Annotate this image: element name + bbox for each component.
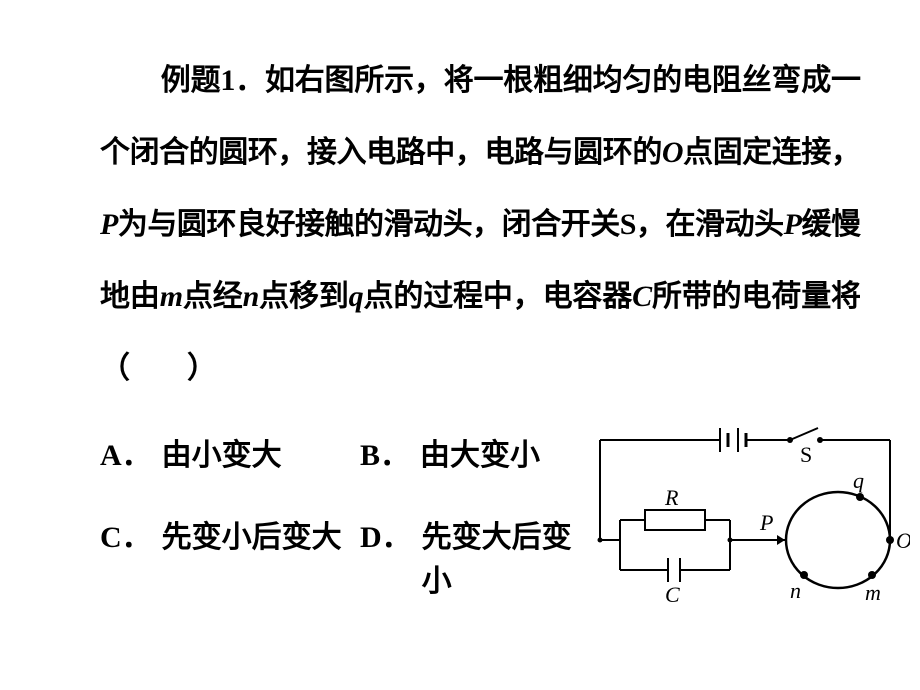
label-m: m bbox=[865, 580, 881, 605]
question-part3: 为与圆环良好接触的滑动头，闭合开关S，在滑动头 bbox=[117, 208, 783, 241]
point-P2: P bbox=[784, 208, 801, 241]
label-P: P bbox=[759, 510, 773, 535]
question-part7: 点的过程中，电容器 bbox=[363, 280, 632, 313]
question-part2: 点固定连接， bbox=[683, 136, 860, 169]
switch-arm bbox=[790, 428, 818, 440]
option-D: D． 先变大后变小 bbox=[360, 512, 600, 600]
label-q: q bbox=[853, 468, 864, 493]
question-prefix: 例题1． bbox=[160, 64, 265, 97]
label-S: S bbox=[800, 442, 812, 467]
question-body: 例题1．如右图所示，将一根粗细均匀的电阻丝弯成一个闭合的圆环，接入电路中，电路与… bbox=[100, 45, 860, 405]
option-D-text: 先变大后变小 bbox=[422, 512, 600, 600]
point-q: q bbox=[349, 280, 363, 313]
cap-C: C bbox=[632, 280, 651, 313]
label-O: O bbox=[896, 528, 910, 553]
point-m-dot bbox=[868, 571, 876, 579]
option-row-2: C． 先变小后变大 D． 先变大后变小 bbox=[100, 512, 600, 600]
option-C-text: 先变小后变大 bbox=[162, 512, 342, 556]
option-A: A． 由小变大 bbox=[100, 430, 360, 474]
option-B: B． 由大变小 bbox=[360, 430, 600, 474]
point-O: O bbox=[662, 136, 683, 169]
point-q-dot bbox=[856, 493, 864, 501]
point-m: m bbox=[160, 280, 182, 313]
label-n: n bbox=[790, 578, 801, 603]
point-n-dot bbox=[800, 571, 808, 579]
question-part5: 点经 bbox=[182, 280, 243, 313]
slider-arrow bbox=[777, 535, 785, 545]
option-B-text: 由大变小 bbox=[420, 430, 540, 474]
label-R: R bbox=[664, 485, 679, 510]
option-A-text: 由小变大 bbox=[162, 430, 282, 474]
point-n: n bbox=[243, 280, 259, 313]
option-A-letter: A． bbox=[100, 430, 152, 474]
option-D-letter: D． bbox=[360, 512, 412, 556]
point-P: P bbox=[100, 208, 117, 241]
question-part6: 点移到 bbox=[258, 280, 348, 313]
option-row-1: A． 由小变大 B． 由大变小 bbox=[100, 430, 600, 474]
option-C: C． 先变小后变大 bbox=[100, 512, 360, 600]
options-container: A． 由小变大 B． 由大变小 C． 先变小后变大 D． 先变大后变小 bbox=[100, 430, 600, 638]
option-B-letter: B． bbox=[360, 430, 410, 474]
resistor-R bbox=[645, 510, 705, 530]
option-C-letter: C． bbox=[100, 512, 152, 556]
label-C: C bbox=[665, 582, 680, 607]
circuit-diagram: S R C P O m n q bbox=[590, 420, 910, 620]
